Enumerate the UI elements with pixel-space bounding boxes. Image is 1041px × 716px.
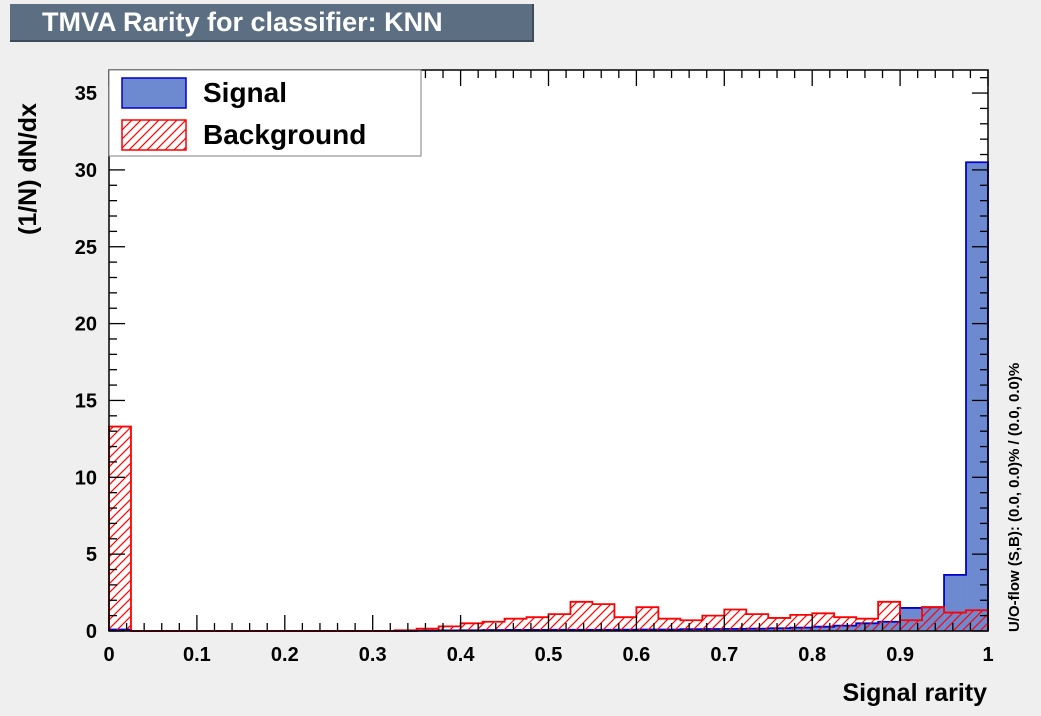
background-bar: [812, 613, 835, 631]
background-bar: [570, 601, 593, 631]
x-tick-label: 0.7: [710, 644, 738, 666]
x-tick-label: 0.6: [622, 644, 650, 666]
plot-frame-bg: [109, 70, 988, 631]
background-bar: [482, 621, 505, 631]
background-bar: [790, 614, 813, 631]
background-bar: [460, 623, 483, 631]
y-tick-label: 35: [75, 83, 97, 105]
y-tick-label: 0: [86, 621, 97, 643]
background-bar: [878, 601, 901, 631]
background-bar: [592, 604, 615, 631]
background-bar: [636, 607, 659, 631]
background-bar: [504, 618, 527, 631]
background-bar: [944, 612, 967, 631]
x-tick-labels: 0 0.1 0.2 0.3 0.4 0.5 0.6 0.7 0.8 0.9 1: [103, 644, 993, 666]
background-bar: [548, 614, 571, 631]
y-axis-title: (1/N) dN/dx: [14, 103, 42, 235]
x-axis-title: Signal rarity: [843, 679, 988, 707]
overflow-note: U/O-flow (S,B): (0.0, 0.0)% / (0.0, 0.0)…: [1006, 363, 1023, 632]
background-bar: [768, 617, 791, 631]
background-bars: [108, 425, 989, 632]
y-tick-label: 15: [75, 390, 97, 412]
x-tick-label: 0.8: [798, 644, 826, 666]
background-bar: [856, 618, 879, 631]
legend: Signal Background: [108, 69, 422, 157]
axis-ticks: [108, 70, 989, 632]
legend-swatch-background: [121, 119, 187, 151]
background-bar: [746, 614, 769, 631]
background-bar: [438, 626, 461, 631]
x-tick-label: 0: [103, 644, 114, 666]
y-tick-label: 5: [86, 544, 97, 566]
background-bar: [702, 615, 725, 631]
x-tick-label: 0.1: [183, 644, 211, 666]
background-bar: [526, 617, 549, 631]
legend-label-signal: Signal: [203, 77, 287, 108]
x-tick-label: 1: [982, 644, 993, 666]
background-bar: [416, 628, 439, 631]
background-bar: [724, 609, 747, 631]
y-tick-label: 10: [75, 467, 97, 489]
signal-bar: [966, 162, 988, 631]
y-tick-label: 20: [75, 314, 97, 336]
y-tick-label: 30: [75, 160, 97, 182]
x-tick-label: 0.5: [535, 644, 563, 666]
background-bar: [614, 617, 637, 631]
legend-label-background: Background: [203, 119, 366, 150]
y-tick-labels: 0 5 10 15 20 25 30 35: [75, 83, 97, 643]
x-tick-label: 0.3: [359, 644, 387, 666]
legend-swatch-signal: [121, 77, 187, 109]
background-bar: [900, 620, 923, 631]
background-bar: [680, 620, 703, 631]
background-bar: [966, 610, 988, 631]
x-tick-label: 0.9: [886, 644, 914, 666]
x-tick-label: 0.2: [271, 644, 299, 666]
background-bar: [658, 618, 681, 631]
x-tick-label: 0.4: [447, 644, 476, 666]
y-tick-label: 25: [75, 237, 97, 259]
background-bar: [922, 607, 945, 631]
background-bar: [834, 617, 857, 631]
chart-title: TMVA Rarity for classifier: KNN: [10, 4, 534, 42]
